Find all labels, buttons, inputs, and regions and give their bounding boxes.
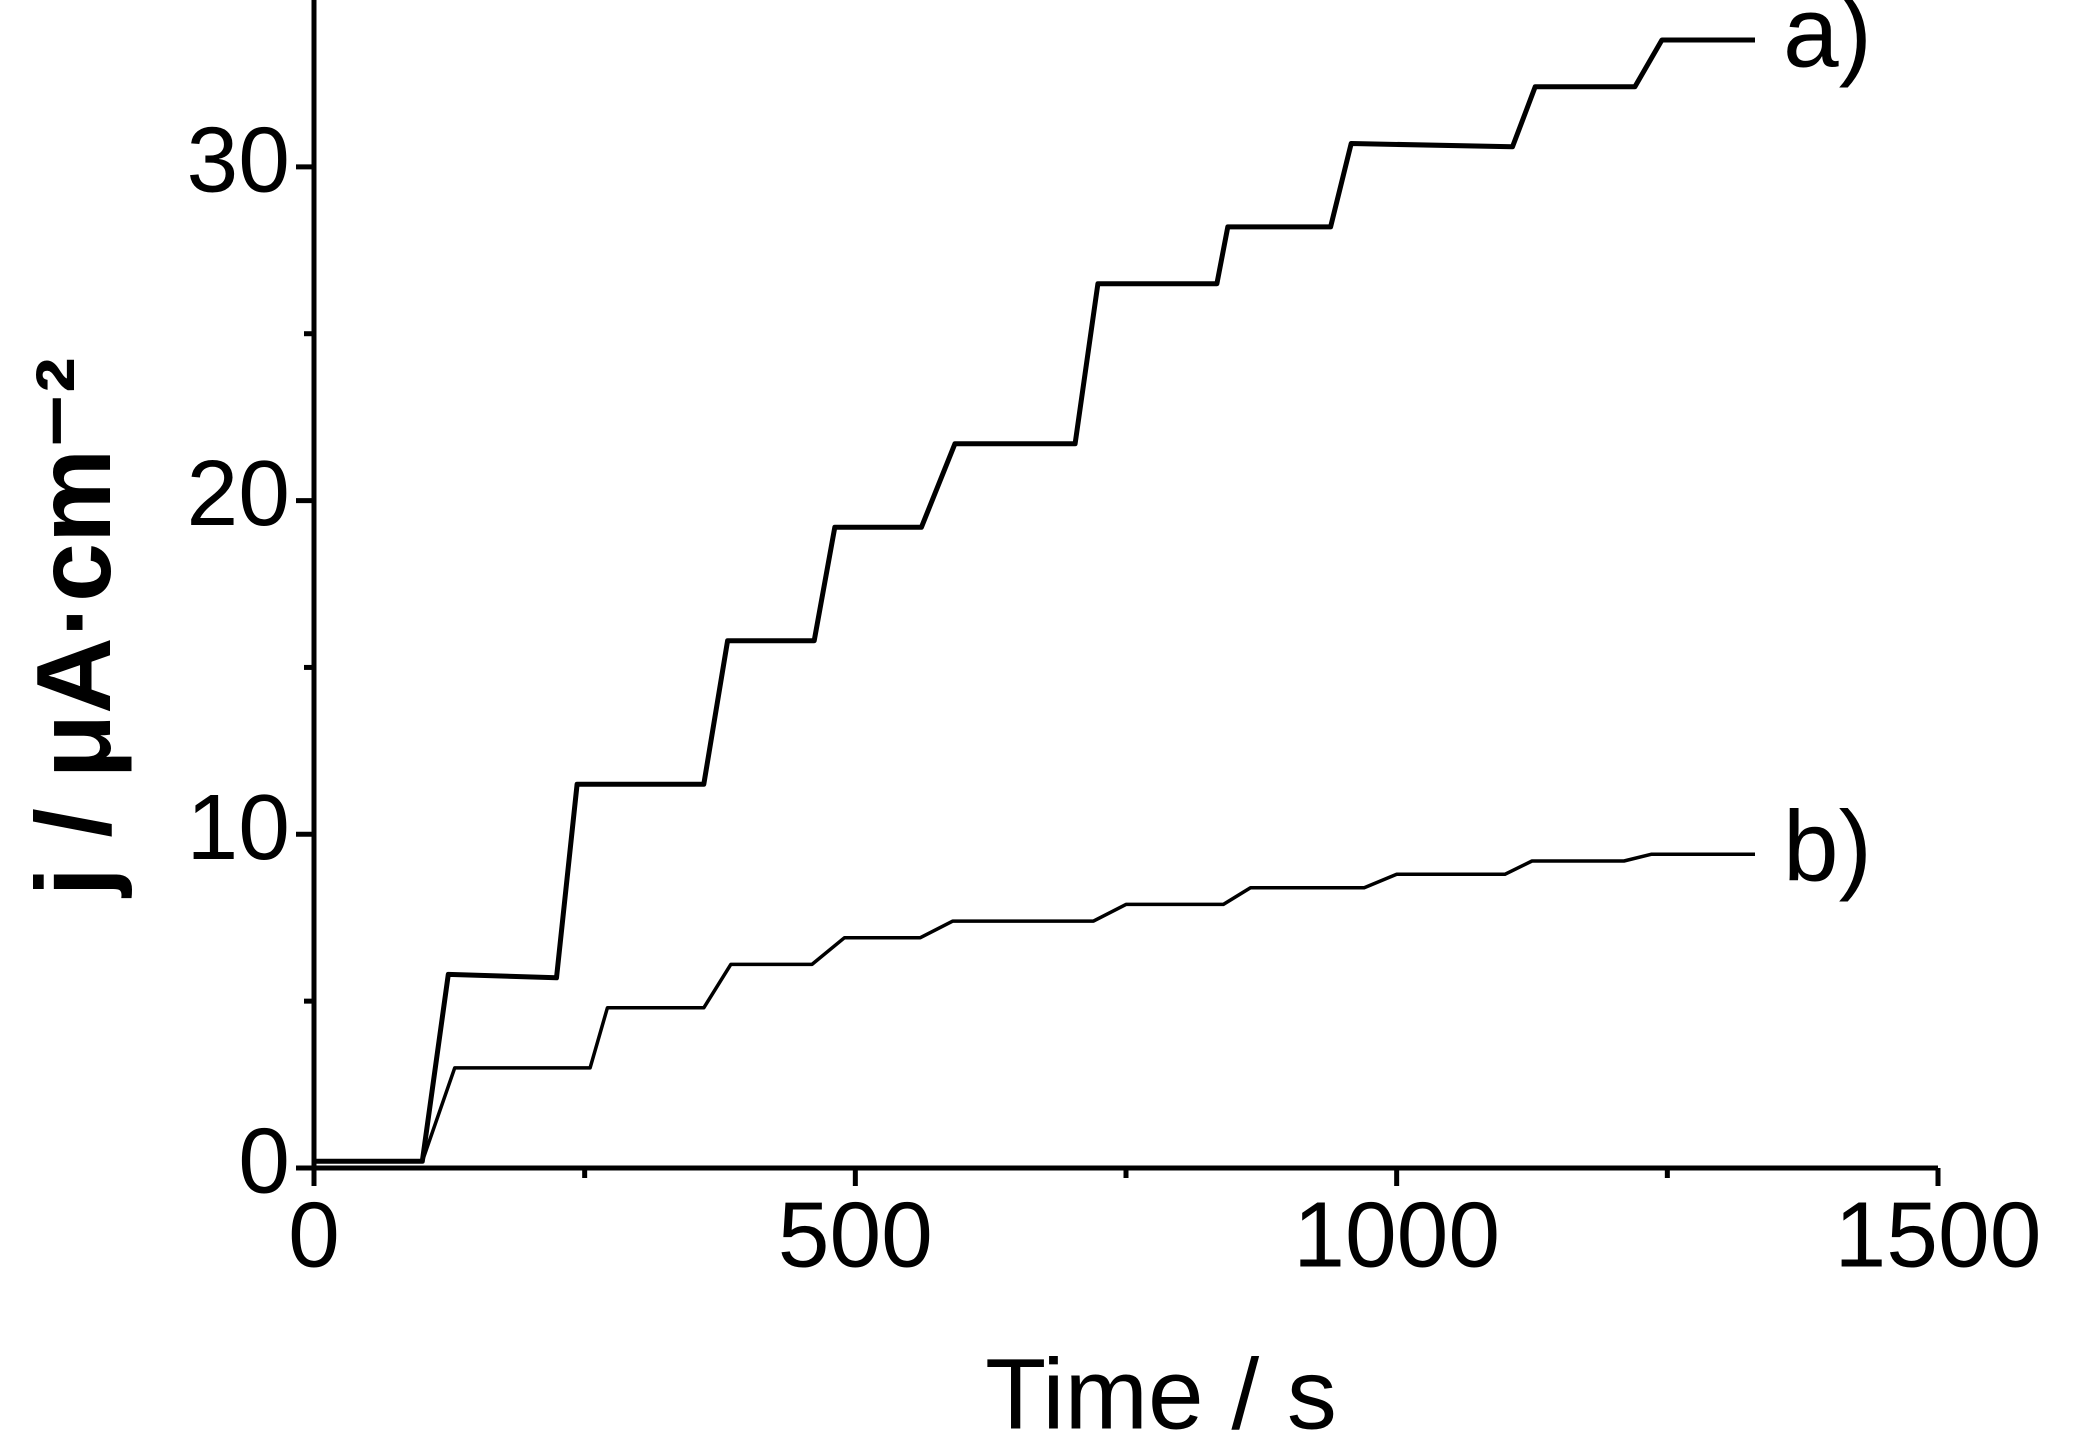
data-line (314, 852, 1755, 1164)
y-tick-label: 0 (238, 1109, 290, 1213)
y-tick-label: 20 (187, 441, 290, 545)
data-line (314, 37, 1755, 1164)
x-tick-label: 500 (778, 1183, 933, 1287)
x-tick-label: 1000 (1293, 1183, 1500, 1287)
x-tick-label: 0 (288, 1183, 340, 1287)
x-tick-label: 1500 (1835, 1183, 2042, 1287)
y-tick-label: 30 (187, 107, 290, 211)
x-axis-label: Time / s (985, 1338, 1337, 1450)
series-label: b) (1783, 791, 1872, 903)
series-label: a) (1783, 0, 1872, 88)
y-tick-label: 10 (187, 775, 290, 879)
y-axis-label: j / μA·cm⁻² (15, 358, 133, 899)
